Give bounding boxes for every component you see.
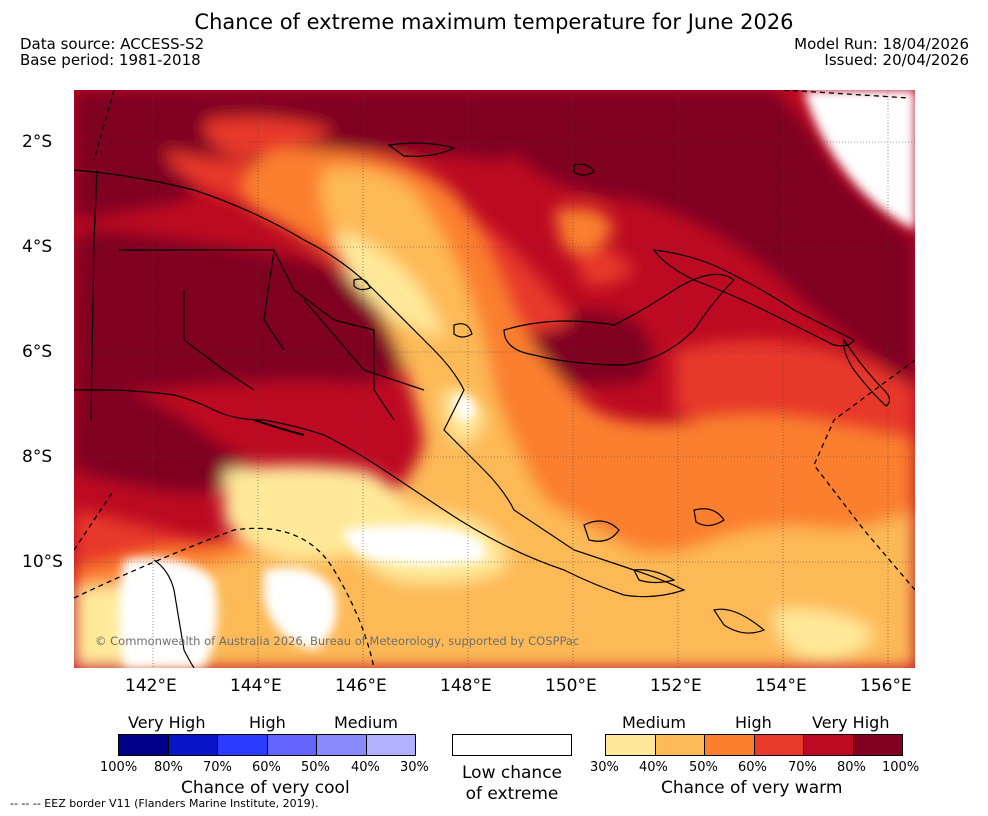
cool-pct-50: 50%: [301, 760, 330, 775]
warm-pct-40: 40%: [639, 760, 668, 775]
map-panel: © Commonwealth of Australia 2026, Bureau…: [74, 90, 915, 668]
warm-swatch-5: [804, 735, 854, 755]
probability-map: [74, 90, 915, 668]
warm-very-high-label: Very High: [812, 713, 890, 732]
warm-pct-80: 80%: [837, 760, 866, 775]
warm-pct-100: 100%: [882, 760, 920, 775]
cool-swatch-4: [268, 735, 317, 755]
cool-swatch-6: [367, 735, 415, 755]
low-chance-line2: of extreme: [465, 784, 559, 804]
warm-medium-label: Medium: [622, 713, 686, 732]
warm-swatch-6: [854, 735, 902, 755]
warm-pct-50: 50%: [689, 760, 718, 775]
warm-pct-30: 30%: [590, 760, 619, 775]
low-chance-swatch: [452, 734, 572, 756]
cool-swatch-2: [169, 735, 218, 755]
cool-swatch-1: [119, 735, 169, 755]
cool-very-high-label: Very High: [128, 713, 206, 732]
lon-label-142e: 142°E: [125, 676, 177, 696]
warm-swatch-4: [755, 735, 804, 755]
cool-pct-30: 30%: [400, 760, 429, 775]
cool-pct-40: 40%: [351, 760, 380, 775]
lon-label-152e: 152°E: [650, 676, 702, 696]
data-source: Data source: ACCESS-S2: [20, 35, 205, 53]
warm-swatch-1: [606, 735, 656, 755]
lon-label-150e: 150°E: [545, 676, 597, 696]
lat-label-6s: 6°S: [22, 342, 53, 362]
copyright-text: © Commonwealth of Australia 2026, Bureau…: [95, 634, 580, 648]
cool-swatch-5: [317, 735, 367, 755]
lat-label-10s: 10°S: [22, 552, 63, 572]
cool-pct-80: 80%: [154, 760, 183, 775]
base-period: Base period: 1981-2018: [20, 51, 201, 69]
warm-pct-70: 70%: [788, 760, 817, 775]
warm-colorbar: [605, 734, 903, 756]
lon-label-146e: 146°E: [335, 676, 387, 696]
lat-label-4s: 4°S: [22, 237, 53, 257]
cool-high-label: High: [249, 713, 286, 732]
warm-high-label: High: [735, 713, 772, 732]
model-run: Model Run: 18/04/2026: [794, 35, 969, 53]
cool-colorbar: [118, 734, 416, 756]
lon-label-156e: 156°E: [860, 676, 912, 696]
map-title: Chance of extreme maximum temperature fo…: [194, 10, 794, 34]
cool-pct-70: 70%: [203, 760, 232, 775]
lon-label-154e: 154°E: [755, 676, 807, 696]
lat-label-2s: 2°S: [22, 132, 53, 152]
cool-pct-100: 100%: [100, 760, 138, 775]
warm-pct-60: 60%: [738, 760, 767, 775]
cool-caption: Chance of very cool: [181, 778, 350, 798]
issued-date: Issued: 20/04/2026: [824, 51, 969, 69]
warm-swatch-2: [656, 735, 705, 755]
cool-medium-label: Medium: [334, 713, 398, 732]
warm-swatch-3: [705, 735, 755, 755]
cool-swatch-3: [218, 735, 268, 755]
lon-label-144e: 144°E: [230, 676, 282, 696]
eez-border-note: -- -- -- EEZ border V11 (Flanders Marine…: [10, 797, 319, 810]
warm-caption: Chance of very warm: [661, 778, 843, 798]
low-chance-line1: Low chance: [462, 763, 562, 783]
lon-label-148e: 148°E: [440, 676, 492, 696]
cool-pct-60: 60%: [252, 760, 281, 775]
lat-label-8s: 8°S: [22, 447, 53, 467]
